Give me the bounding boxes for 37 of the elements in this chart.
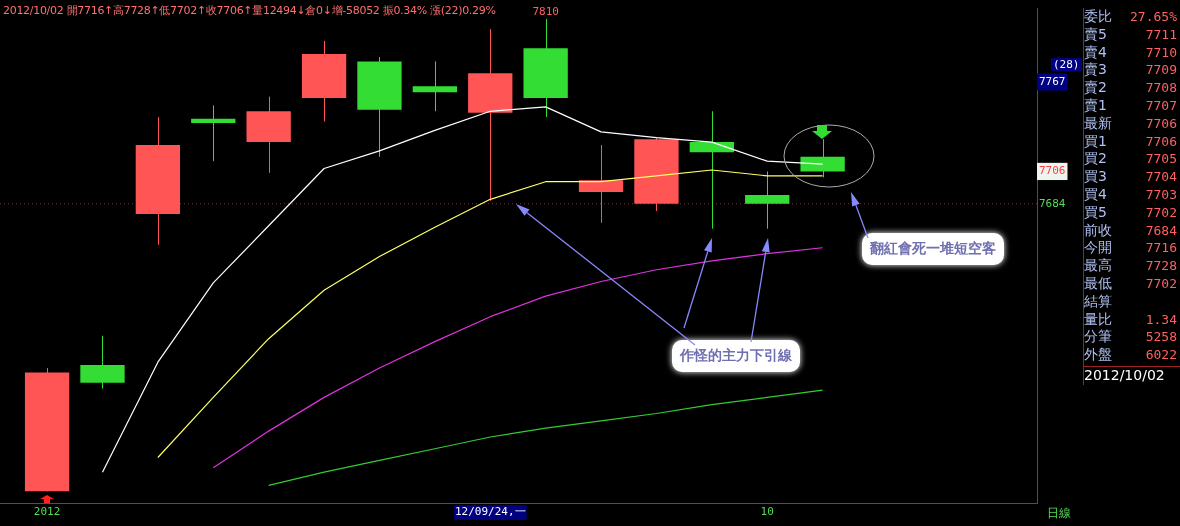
candlestick xyxy=(191,104,236,162)
annotation: 作怪的主力下引線 xyxy=(672,340,800,372)
text: 買5 7702 xyxy=(1084,203,1177,220)
candlestick xyxy=(412,60,458,112)
text: 翻紅會死一堆短空客 xyxy=(862,233,1004,265)
text: 最高 7728 xyxy=(1084,257,1177,274)
x-tick-label: 2012 xyxy=(33,505,61,519)
annotation: 7810 xyxy=(532,5,559,19)
text: 今開 7716 xyxy=(1084,239,1177,256)
text: 買1 7706 xyxy=(1084,132,1177,149)
y-tick-label: 7684 xyxy=(1039,196,1066,210)
text: 2012/10/02 xyxy=(1084,365,1180,385)
y-tick-label: 7767 xyxy=(1039,74,1066,88)
text: 買4 7703 xyxy=(1084,185,1177,202)
text: 前收 7684 xyxy=(1084,221,1177,238)
text: 賣2 7708 xyxy=(1084,79,1177,96)
text: 結算 xyxy=(1084,292,1112,311)
x-tick-label: 12/09/24,一 xyxy=(454,505,526,519)
text: 賣5 7711 xyxy=(1084,25,1177,42)
text: 量比 1.34 xyxy=(1084,310,1177,327)
candlestick xyxy=(745,170,790,230)
text: 外盤 6022 xyxy=(1084,346,1177,363)
y-tick-label: 7706 xyxy=(1039,164,1066,178)
text: 分筆 5258 xyxy=(1084,328,1177,345)
text: 賣4 7710 xyxy=(1084,43,1177,60)
text: (28) xyxy=(1051,57,1082,71)
text: 日線 xyxy=(1047,505,1071,522)
text: 最新 7706 xyxy=(1084,114,1177,131)
text: 賣1 7707 xyxy=(1084,96,1177,113)
text: 賣3 7709 xyxy=(1084,61,1177,78)
chart-title: 2012/10/02 開7716↑高7728↑低7702↑收7706↑量12494↓倉0↓增-58052 振0.34% 漲(22)0.29% xyxy=(3,3,496,18)
text: 買2 7705 xyxy=(1084,150,1177,167)
text: 買3 7704 xyxy=(1084,168,1177,185)
text: 委比 27.65% xyxy=(1084,8,1177,24)
x-tick-label: 10 xyxy=(760,505,774,519)
candlestick xyxy=(689,110,734,230)
text: 最低 7702 xyxy=(1084,274,1177,291)
